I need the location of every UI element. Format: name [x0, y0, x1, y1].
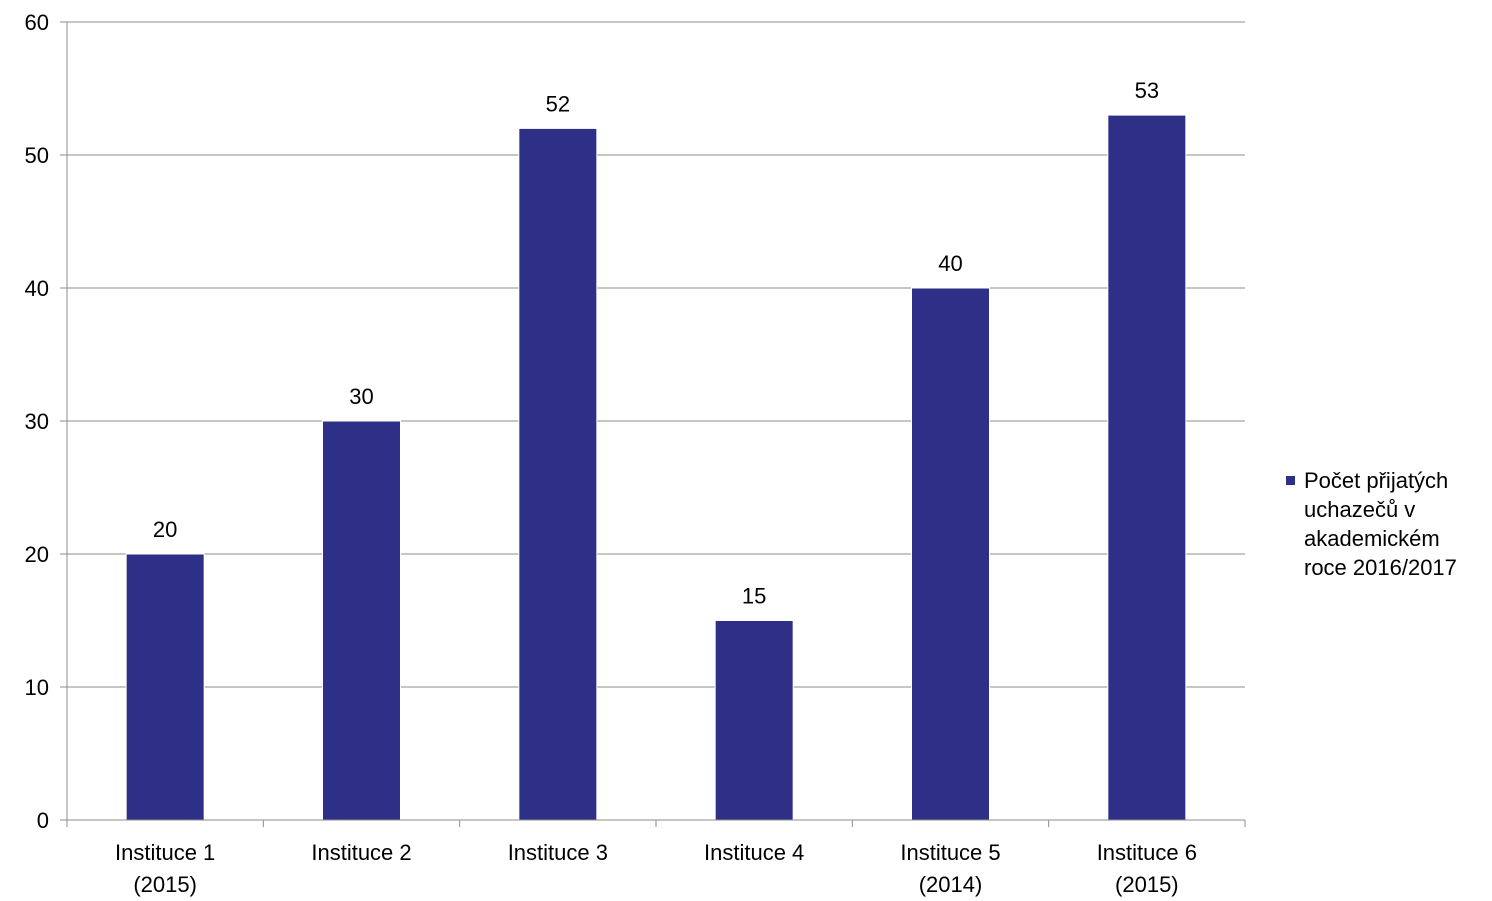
y-tick-label: 30 [25, 409, 49, 434]
data-label: 40 [938, 251, 962, 276]
bars [125, 114, 1187, 821]
x-category-label-line: Instituce 3 [508, 840, 608, 865]
gridlines [67, 21, 1245, 688]
y-axis-tick-labels: 0 10 20 30 40 50 60 [25, 10, 49, 833]
bar [125, 553, 205, 821]
x-category-label-line: (2014) [919, 872, 983, 897]
data-labels: 20 30 52 15 40 53 [153, 78, 1159, 608]
data-label: 53 [1135, 78, 1159, 103]
axes [60, 21, 1246, 827]
x-category-label-line: Instituce 2 [311, 840, 411, 865]
x-category-label-line: Instituce 4 [704, 840, 804, 865]
x-category-label: Instituce 5 (2014) [900, 840, 1000, 897]
y-tick-label: 60 [25, 10, 49, 35]
legend-entry-line: akademickém [1304, 526, 1440, 551]
legend-entry-line: uchazečů v [1304, 497, 1415, 522]
x-axis-category-labels: Instituce 1 (2015) Instituce 2 Instituce 3 I… [115, 840, 1197, 897]
x-category-label: Instituce 2 [311, 840, 411, 865]
legend: Počet přijatých uchazečů v akademickém roce… [1286, 468, 1457, 580]
bar [322, 420, 401, 821]
legend-entry-line: roce 2016/2017 [1304, 555, 1457, 580]
x-category-label-line: Instituce 6 [1097, 840, 1197, 865]
x-category-label: Instituce 1 (2015) [115, 840, 215, 897]
legend-entry-line: Počet přijatých [1304, 468, 1448, 493]
data-label: 30 [349, 384, 373, 409]
x-category-label: Instituce 4 [704, 840, 804, 865]
x-category-label-line: Instituce 1 [115, 840, 215, 865]
x-category-label: Instituce 6 (2015) [1097, 840, 1197, 897]
bar [911, 287, 990, 821]
bar [1107, 114, 1187, 821]
y-tick-label: 20 [25, 542, 49, 567]
y-tick-label: 0 [37, 808, 49, 833]
legend-entry: Počet přijatých uchazečů v akademickém roce… [1304, 468, 1457, 580]
x-category-label-line: (2015) [133, 872, 197, 897]
data-label: 20 [153, 517, 177, 542]
legend-swatch [1286, 476, 1295, 485]
data-label: 15 [742, 584, 766, 609]
y-tick-label: 50 [25, 143, 49, 168]
y-tick-label: 40 [25, 276, 49, 301]
x-category-label-line: Instituce 5 [900, 840, 1000, 865]
bar [714, 620, 794, 821]
data-label: 52 [546, 91, 570, 116]
x-category-label-line: (2015) [1115, 872, 1179, 897]
bar [518, 127, 598, 821]
y-tick-label: 10 [25, 675, 49, 700]
x-category-label: Instituce 3 [508, 840, 608, 865]
